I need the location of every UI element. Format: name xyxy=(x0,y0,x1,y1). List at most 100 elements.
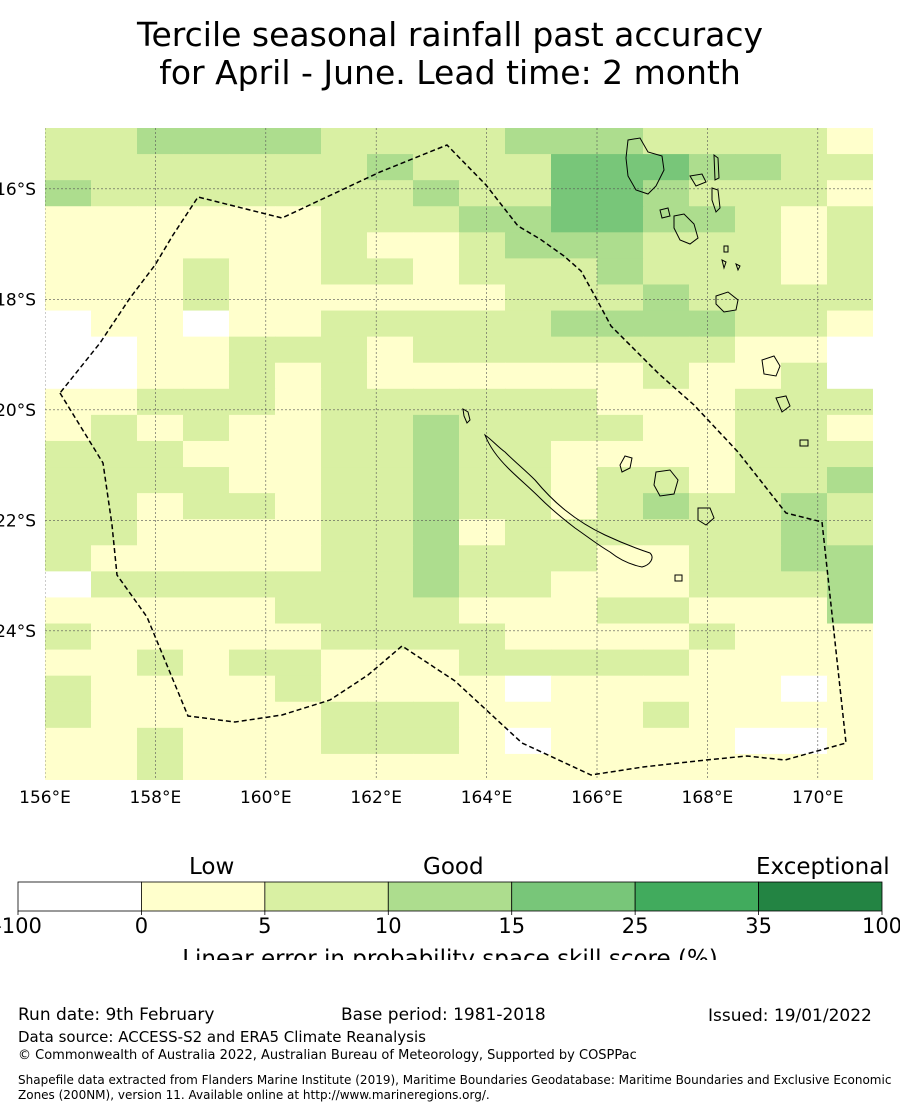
skill-cell xyxy=(413,545,460,572)
skill-cell xyxy=(413,649,460,677)
skill-cell xyxy=(367,362,414,390)
lon-tick-label: 166°E xyxy=(571,788,623,808)
skill-cell xyxy=(229,597,276,625)
issued-date: Issued: 19/01/2022 xyxy=(708,1006,872,1026)
skill-cell xyxy=(551,571,598,599)
skill-cell xyxy=(781,258,828,286)
ambrym-island xyxy=(689,173,707,187)
skill-cell xyxy=(781,336,828,364)
skill-cell xyxy=(413,232,460,259)
skill-cell xyxy=(551,388,598,416)
skill-cell xyxy=(275,232,322,259)
category-good-label: Good xyxy=(423,854,484,880)
skill-cell xyxy=(91,414,138,442)
skill-cell xyxy=(643,284,690,312)
skill-cell xyxy=(183,388,230,416)
skill-cell xyxy=(91,362,138,390)
lon-tick-label: 170°E xyxy=(792,788,844,808)
skill-cell xyxy=(781,362,828,390)
skill-cell xyxy=(597,649,644,677)
skill-cell xyxy=(597,154,644,181)
skill-cell xyxy=(413,336,460,364)
skill-cell xyxy=(505,284,552,312)
skill-cell xyxy=(275,649,322,677)
skill-cell xyxy=(781,493,828,520)
skill-cell xyxy=(781,154,828,181)
skill-cell xyxy=(781,310,828,338)
skill-cell xyxy=(781,467,828,494)
skill-cell xyxy=(597,388,644,416)
skill-cell xyxy=(781,623,828,651)
skill-cell xyxy=(183,336,230,364)
skill-cell xyxy=(459,440,506,468)
skill-cell xyxy=(643,623,690,651)
efate-island xyxy=(715,291,739,313)
skill-cell xyxy=(643,597,690,625)
skill-cell xyxy=(505,154,552,181)
skill-cell xyxy=(137,597,184,625)
skill-cell xyxy=(367,258,414,286)
skill-cell xyxy=(643,336,690,364)
skill-cell xyxy=(551,675,598,703)
skill-cell xyxy=(827,284,873,312)
skill-cell xyxy=(137,154,184,181)
shapefile-note-1: Shapefile data extracted from Flanders M… xyxy=(18,1073,892,1087)
skill-cell xyxy=(827,753,873,780)
pentecost-island xyxy=(711,187,721,213)
skill-cell xyxy=(321,284,368,312)
skill-cell xyxy=(321,388,368,416)
skill-cell xyxy=(597,180,644,207)
skill-cell xyxy=(229,414,276,442)
skill-cell xyxy=(91,336,138,364)
skill-cell xyxy=(367,571,414,599)
colorbar-tick-label: 100 xyxy=(862,914,900,938)
skill-cell xyxy=(551,623,598,651)
skill-cell xyxy=(275,440,322,468)
skill-cell xyxy=(367,519,414,546)
skill-cell xyxy=(459,206,506,233)
skill-cell xyxy=(183,154,230,181)
skill-cell xyxy=(321,493,368,520)
lifou-island xyxy=(653,469,679,497)
skill-cell xyxy=(321,701,368,729)
skill-cell xyxy=(413,258,460,286)
skill-cell xyxy=(321,440,368,468)
colorbar-swatch xyxy=(264,881,389,912)
skill-cell xyxy=(45,545,92,572)
skill-cell xyxy=(413,493,460,520)
skill-cell xyxy=(229,727,276,755)
skill-cell xyxy=(459,362,506,390)
skill-cell xyxy=(735,336,782,364)
skill-cell xyxy=(781,753,828,780)
skill-cell xyxy=(183,362,230,390)
skill-cell xyxy=(183,753,230,780)
skill-cell xyxy=(275,336,322,364)
skill-cell xyxy=(229,336,276,364)
skill-cell xyxy=(91,258,138,286)
copyright: © Commonwealth of Australia 2022, Austra… xyxy=(18,1048,637,1063)
lat-tick-label: 20°S xyxy=(0,401,36,421)
skill-cell xyxy=(275,362,322,390)
skill-cell xyxy=(321,310,368,338)
skill-cell xyxy=(827,649,873,677)
skill-cell xyxy=(643,362,690,390)
skill-cell xyxy=(827,467,873,494)
skill-cell xyxy=(137,232,184,259)
maewo-island xyxy=(713,153,720,181)
skill-cell xyxy=(137,284,184,312)
skill-cell xyxy=(91,180,138,207)
skill-cell xyxy=(735,701,782,729)
skill-cell xyxy=(183,284,230,312)
skill-cell xyxy=(229,753,276,780)
skill-cell xyxy=(689,440,736,468)
belep-island xyxy=(462,408,471,424)
skill-cell xyxy=(45,597,92,625)
skill-cell xyxy=(413,753,460,780)
skill-cell xyxy=(91,284,138,312)
skill-cell xyxy=(505,493,552,520)
skill-cell xyxy=(597,284,644,312)
skill-cell xyxy=(137,362,184,390)
skill-cell xyxy=(597,414,644,442)
skill-cell xyxy=(505,623,552,651)
skill-cell xyxy=(229,493,276,520)
